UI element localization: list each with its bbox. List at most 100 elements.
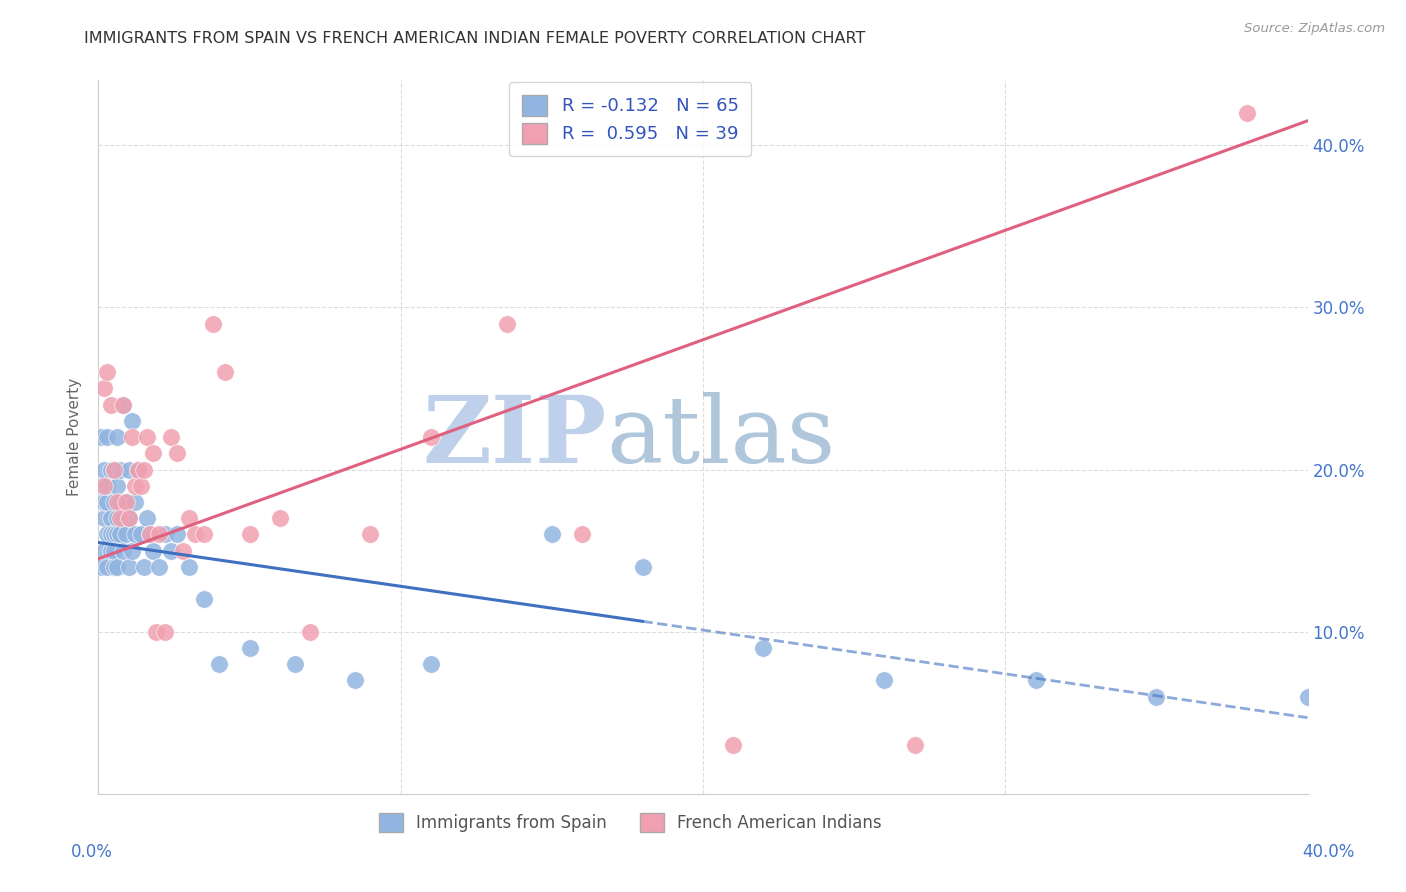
Point — [1024, 673, 1046, 688]
Point — [108, 511, 131, 525]
Point — [1236, 105, 1258, 120]
Point — [344, 673, 367, 688]
Point — [100, 527, 122, 541]
Point — [100, 511, 122, 525]
Point — [111, 398, 134, 412]
Point — [873, 673, 896, 688]
Point — [179, 511, 201, 525]
Point — [145, 624, 167, 639]
Point — [142, 446, 165, 460]
Point — [239, 640, 262, 655]
Point — [129, 479, 152, 493]
Point — [179, 559, 201, 574]
Point — [214, 365, 236, 379]
Point — [114, 495, 136, 509]
Point — [93, 495, 115, 509]
Point — [135, 511, 157, 525]
Point — [96, 495, 118, 509]
Point — [96, 559, 118, 574]
Point — [571, 527, 593, 541]
Point — [118, 462, 141, 476]
Point — [90, 559, 112, 574]
Point — [239, 527, 262, 541]
Point — [90, 479, 112, 493]
Text: 0.0%: 0.0% — [70, 843, 112, 861]
Point — [360, 527, 382, 541]
Point — [93, 511, 115, 525]
Point — [103, 559, 125, 574]
Point — [124, 527, 146, 541]
Point — [166, 527, 188, 541]
Point — [108, 527, 131, 541]
Point — [142, 543, 165, 558]
Point — [495, 317, 517, 331]
Point — [153, 624, 176, 639]
Point — [105, 479, 128, 493]
Point — [108, 495, 131, 509]
Point — [129, 527, 152, 541]
Point — [148, 527, 170, 541]
Text: IMMIGRANTS FROM SPAIN VS FRENCH AMERICAN INDIAN FEMALE POVERTY CORRELATION CHART: IMMIGRANTS FROM SPAIN VS FRENCH AMERICAN… — [84, 31, 866, 46]
Text: 40.0%: 40.0% — [1302, 843, 1355, 861]
Point — [118, 559, 141, 574]
Point — [105, 527, 128, 541]
Point — [105, 495, 128, 509]
Point — [111, 398, 134, 412]
Point — [96, 430, 118, 444]
Point — [540, 527, 562, 541]
Point — [124, 479, 146, 493]
Point — [193, 592, 215, 607]
Text: ZIP: ZIP — [422, 392, 606, 482]
Point — [132, 559, 155, 574]
Point — [121, 430, 143, 444]
Legend: Immigrants from Spain, French American Indians: Immigrants from Spain, French American I… — [373, 806, 889, 839]
Point — [114, 495, 136, 509]
Point — [269, 511, 291, 525]
Point — [160, 543, 183, 558]
Point — [93, 462, 115, 476]
Point — [100, 398, 122, 412]
Point — [139, 527, 162, 541]
Point — [193, 527, 215, 541]
Point — [752, 640, 775, 655]
Point — [96, 527, 118, 541]
Point — [299, 624, 322, 639]
Point — [208, 657, 231, 672]
Point — [1144, 690, 1167, 704]
Text: atlas: atlas — [606, 392, 835, 482]
Point — [172, 543, 194, 558]
Point — [100, 462, 122, 476]
Point — [111, 511, 134, 525]
Point — [100, 543, 122, 558]
Point — [160, 430, 183, 444]
Point — [148, 559, 170, 574]
Point — [90, 430, 112, 444]
Point — [103, 495, 125, 509]
Point — [114, 527, 136, 541]
Point — [124, 495, 146, 509]
Point — [96, 365, 118, 379]
Point — [118, 511, 141, 525]
Point — [103, 543, 125, 558]
Point — [139, 527, 162, 541]
Point — [121, 543, 143, 558]
Point — [631, 559, 654, 574]
Point — [105, 430, 128, 444]
Point — [153, 527, 176, 541]
Point — [118, 511, 141, 525]
Point — [127, 462, 149, 476]
Point — [420, 430, 443, 444]
Point — [105, 559, 128, 574]
Point — [166, 446, 188, 460]
Point — [103, 462, 125, 476]
Point — [105, 511, 128, 525]
Point — [121, 414, 143, 428]
Point — [127, 462, 149, 476]
Point — [1296, 690, 1319, 704]
Point — [93, 479, 115, 493]
Point — [93, 543, 115, 558]
Point — [202, 317, 225, 331]
Point — [93, 381, 115, 395]
Point — [96, 479, 118, 493]
Point — [132, 462, 155, 476]
